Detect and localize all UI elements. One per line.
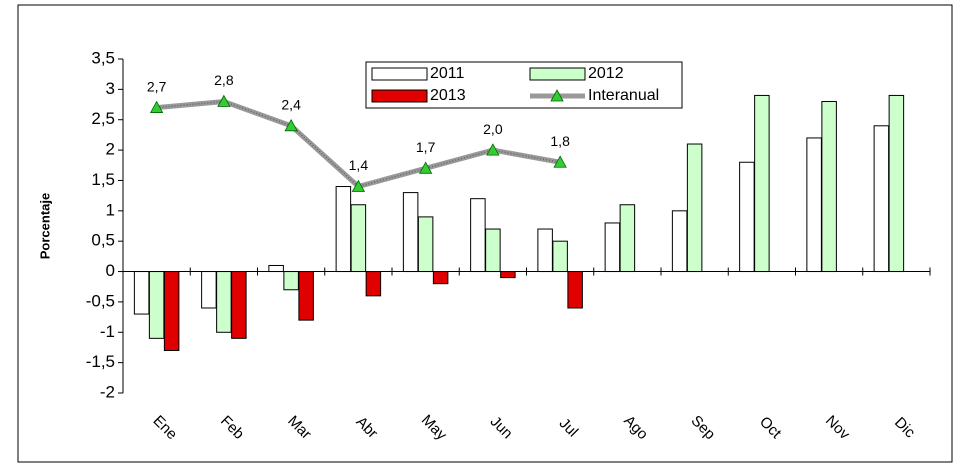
data-label: 1,8 (550, 133, 570, 149)
bar (350, 204, 367, 273)
y-tick-label: 1,5 (91, 170, 115, 189)
data-label: 2,4 (281, 97, 301, 113)
bar (283, 271, 299, 291)
legend-label: 2012 (588, 65, 624, 82)
bar (365, 271, 382, 297)
y-tick-label: 2,5 (91, 109, 115, 128)
y-tick-label: 0,5 (91, 231, 115, 250)
y-tick-label: -0,5 (86, 291, 115, 310)
bar (298, 271, 314, 321)
data-label: 1,7 (416, 139, 436, 155)
legend-label: Interanual (588, 87, 659, 104)
line-marker (418, 161, 433, 174)
bar (537, 228, 553, 273)
legend-swatch (371, 67, 428, 81)
legend-marker (550, 89, 564, 102)
bar (268, 264, 284, 273)
line-marker (486, 143, 500, 156)
y-tick-label: -1 (100, 322, 115, 341)
line-marker (217, 94, 231, 107)
bar (485, 228, 501, 273)
data-label: 2,8 (214, 72, 234, 88)
data-label: 1,4 (349, 157, 369, 173)
data-label: 2,0 (483, 121, 503, 137)
bar (821, 101, 837, 273)
bar (216, 271, 232, 333)
line-marker (351, 179, 366, 192)
legend-swatch (529, 67, 586, 81)
bar (402, 192, 419, 273)
bar (671, 210, 688, 273)
y-tick-label: -2 (100, 382, 115, 401)
bar (432, 271, 449, 285)
bar (335, 186, 352, 273)
legend-swatch (371, 89, 428, 103)
bar (619, 204, 636, 273)
y-tick-label: -1,5 (86, 352, 115, 371)
y-tick-label: 0 (106, 261, 115, 280)
bar (888, 94, 905, 273)
y-tick-label: 1 (106, 200, 115, 219)
bar (686, 143, 703, 273)
data-label: 2,7 (147, 78, 167, 94)
bar (806, 137, 822, 273)
bar (133, 271, 150, 315)
bar (754, 94, 770, 273)
bar (163, 271, 180, 351)
y-tick-label: 2 (106, 140, 115, 159)
y-tick-label: 3 (106, 79, 115, 98)
bar (148, 271, 165, 339)
legend-label: 2013 (430, 87, 466, 104)
bar (873, 125, 890, 273)
bar (567, 271, 583, 309)
y-axis-label: Porcentaje (37, 193, 52, 259)
line-marker (149, 100, 164, 113)
bar (604, 222, 621, 273)
bar (739, 161, 755, 273)
bar (201, 271, 217, 309)
bar (470, 198, 486, 273)
bar (500, 271, 516, 279)
y-tick-label: 3,5 (91, 48, 115, 67)
bar (231, 271, 247, 339)
line-marker (553, 155, 567, 168)
bar (552, 240, 568, 273)
bar (417, 216, 434, 273)
legend-label: 2011 (430, 65, 465, 82)
line-marker (284, 118, 298, 132)
